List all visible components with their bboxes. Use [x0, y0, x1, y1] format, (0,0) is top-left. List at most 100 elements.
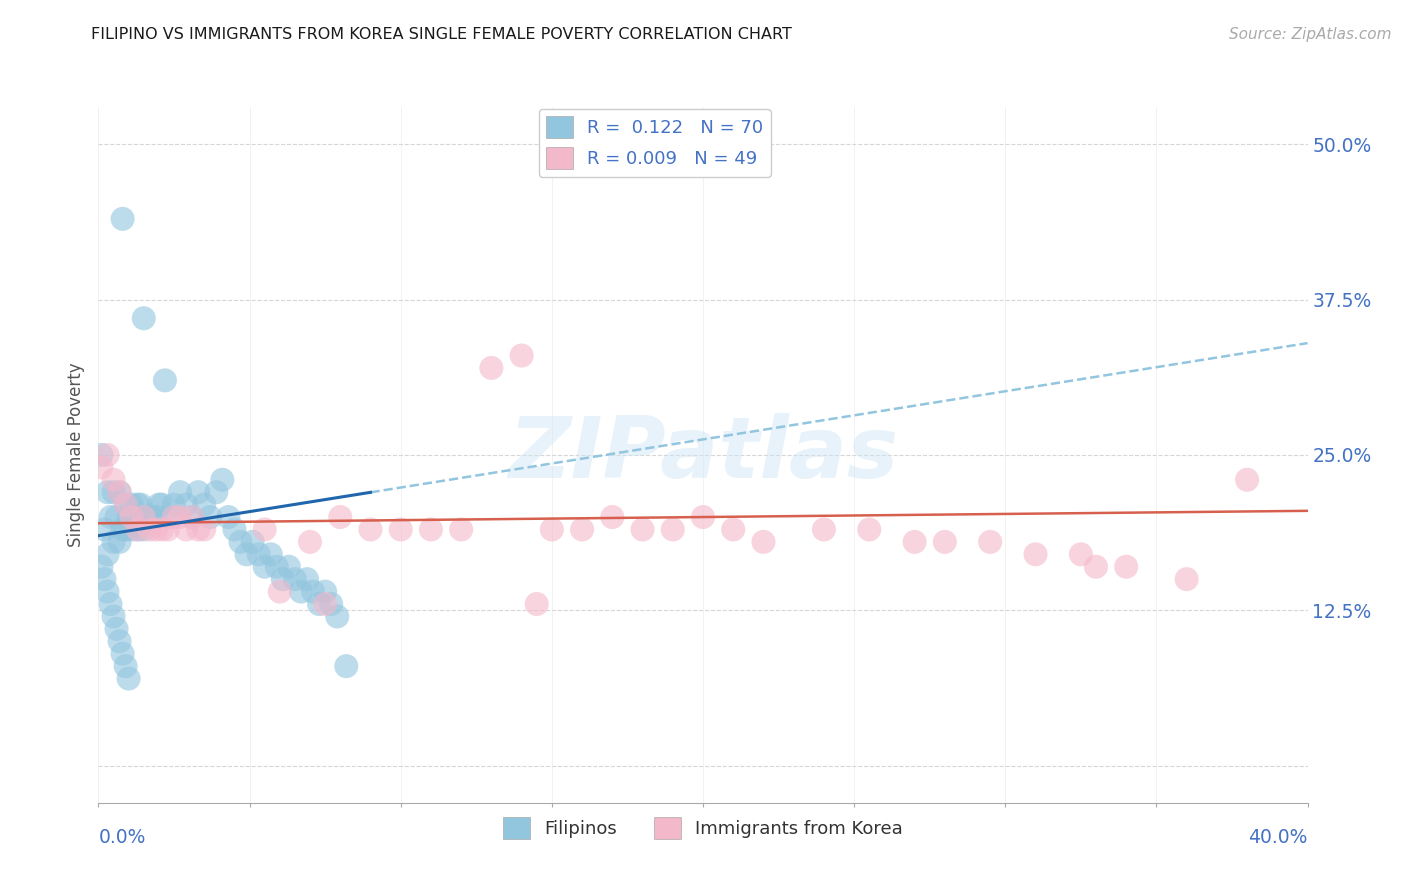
Point: [229, 534, 252, 549]
Point: [121, 510, 143, 524]
Point: [174, 498, 197, 512]
Legend: Filipinos, Immigrants from Korea: Filipinos, Immigrants from Korea: [496, 809, 910, 846]
Point: [118, 510, 141, 524]
Point: [335, 659, 357, 673]
Point: [181, 510, 204, 524]
Point: [858, 523, 880, 537]
Point: [1236, 473, 1258, 487]
Point: [181, 510, 204, 524]
Point: [114, 523, 136, 537]
Point: [260, 547, 283, 561]
Point: [242, 534, 264, 549]
Point: [540, 523, 562, 537]
Point: [105, 622, 128, 636]
Point: [156, 510, 179, 524]
Point: [321, 597, 343, 611]
Point: [979, 534, 1001, 549]
Point: [295, 572, 318, 586]
Point: [139, 523, 162, 537]
Point: [284, 572, 307, 586]
Point: [302, 584, 325, 599]
Text: 40.0%: 40.0%: [1249, 828, 1308, 847]
Point: [121, 498, 143, 512]
Point: [114, 498, 136, 512]
Point: [526, 597, 548, 611]
Point: [142, 510, 165, 524]
Point: [631, 523, 654, 537]
Point: [96, 547, 118, 561]
Point: [124, 510, 146, 524]
Point: [723, 523, 745, 537]
Point: [93, 572, 115, 586]
Point: [389, 523, 412, 537]
Point: [200, 510, 222, 524]
Point: [103, 485, 125, 500]
Point: [174, 523, 197, 537]
Point: [96, 448, 118, 462]
Point: [127, 498, 149, 512]
Point: [90, 559, 112, 574]
Point: [108, 485, 131, 500]
Point: [90, 460, 112, 475]
Point: [1085, 559, 1108, 574]
Point: [118, 672, 141, 686]
Point: [169, 485, 191, 500]
Point: [156, 523, 179, 537]
Point: [114, 498, 136, 512]
Point: [93, 523, 115, 537]
Point: [100, 510, 122, 524]
Point: [111, 523, 134, 537]
Point: [481, 360, 503, 375]
Point: [224, 523, 246, 537]
Point: [904, 534, 927, 549]
Point: [1024, 547, 1046, 561]
Point: [692, 510, 714, 524]
Point: [193, 523, 215, 537]
Point: [813, 523, 835, 537]
Point: [111, 211, 134, 226]
Point: [132, 523, 155, 537]
Point: [1115, 559, 1137, 574]
Point: [163, 510, 186, 524]
Text: 0.0%: 0.0%: [98, 828, 146, 847]
Point: [360, 523, 382, 537]
Point: [217, 510, 239, 524]
Point: [934, 534, 956, 549]
Point: [127, 523, 149, 537]
Point: [111, 647, 134, 661]
Point: [132, 510, 155, 524]
Point: [266, 559, 288, 574]
Point: [420, 523, 443, 537]
Point: [193, 498, 215, 512]
Point: [103, 609, 125, 624]
Point: [129, 498, 152, 512]
Point: [132, 311, 155, 326]
Point: [269, 584, 291, 599]
Point: [661, 523, 683, 537]
Point: [1070, 547, 1092, 561]
Point: [108, 485, 131, 500]
Point: [108, 634, 131, 648]
Point: [90, 448, 112, 462]
Point: [205, 485, 228, 500]
Point: [150, 498, 173, 512]
Point: [139, 510, 162, 524]
Point: [103, 473, 125, 487]
Point: [329, 510, 352, 524]
Point: [571, 523, 593, 537]
Point: [169, 510, 191, 524]
Point: [1175, 572, 1198, 586]
Point: [163, 498, 186, 512]
Point: [127, 523, 149, 537]
Point: [121, 523, 143, 537]
Point: [314, 584, 336, 599]
Point: [271, 572, 294, 586]
Point: [114, 659, 136, 673]
Point: [108, 534, 131, 549]
Point: [150, 523, 173, 537]
Point: [247, 547, 270, 561]
Point: [211, 473, 233, 487]
Point: [510, 349, 533, 363]
Point: [326, 609, 349, 624]
Point: [235, 547, 257, 561]
